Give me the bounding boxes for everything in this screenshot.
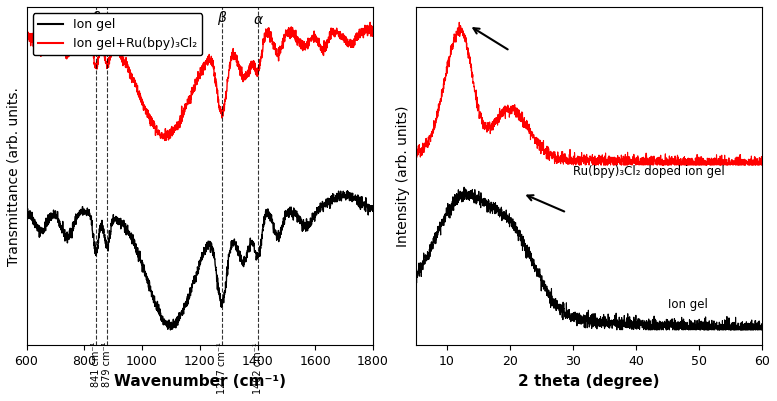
Text: $\alpha$: $\alpha$: [102, 13, 113, 27]
Text: $\alpha$: $\alpha$: [253, 13, 263, 27]
Text: 1402 cm⁻¹: 1402 cm⁻¹: [253, 342, 263, 393]
Text: $\beta$: $\beta$: [91, 9, 101, 27]
Legend: Ion gel, Ion gel+Ru(bpy)₃Cl₂: Ion gel, Ion gel+Ru(bpy)₃Cl₂: [33, 13, 202, 55]
Y-axis label: Intensity (arb. units): Intensity (arb. units): [396, 105, 410, 247]
X-axis label: 2 theta (degree): 2 theta (degree): [518, 374, 660, 389]
Text: Ion gel: Ion gel: [667, 298, 708, 311]
X-axis label: Wavenumber (cm⁻¹): Wavenumber (cm⁻¹): [113, 374, 286, 389]
Text: Ru(bpy)₃Cl₂ doped ion gel: Ru(bpy)₃Cl₂ doped ion gel: [573, 165, 725, 178]
Y-axis label: Transmittance (arb. units.: Transmittance (arb. units.: [7, 87, 21, 265]
Text: $\beta$: $\beta$: [217, 9, 227, 27]
Text: 841 cm⁻¹: 841 cm⁻¹: [91, 342, 101, 387]
Text: 879 cm⁻¹: 879 cm⁻¹: [102, 342, 112, 387]
Text: 1277 cm⁻¹: 1277 cm⁻¹: [217, 342, 227, 394]
